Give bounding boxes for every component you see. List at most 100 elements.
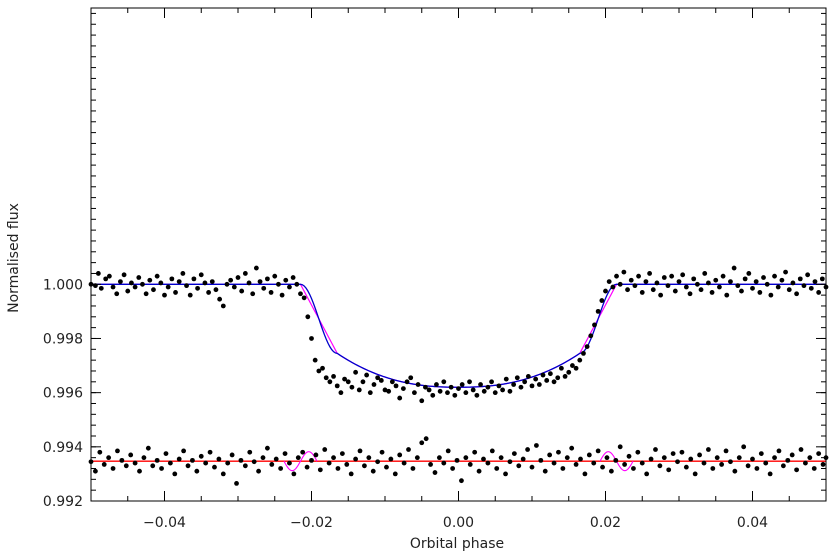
data-point	[393, 383, 399, 389]
data-point	[562, 374, 568, 379]
data-point	[229, 452, 235, 458]
data-point	[206, 290, 212, 295]
data-point	[224, 281, 230, 287]
data-point	[736, 455, 742, 461]
x-tick-label: 0.00	[443, 515, 474, 531]
data-point	[437, 388, 443, 394]
data-point	[613, 457, 619, 463]
data-point	[384, 464, 389, 470]
data-point	[665, 283, 671, 289]
data-point	[283, 277, 289, 283]
data-point	[353, 369, 358, 375]
data-point	[234, 480, 239, 486]
data-point	[639, 460, 645, 466]
data-point	[316, 368, 322, 374]
data-point	[212, 464, 217, 470]
data-point	[626, 453, 632, 459]
data-point	[772, 273, 777, 279]
data-point	[423, 436, 429, 442]
data-point	[794, 291, 799, 297]
data-point	[643, 279, 649, 284]
data-point	[485, 384, 491, 390]
data-point	[675, 459, 680, 465]
data-point	[250, 291, 256, 297]
data-point	[123, 463, 129, 469]
data-point	[742, 276, 748, 282]
data-point	[260, 455, 266, 461]
data-point	[720, 273, 726, 279]
data-point	[582, 471, 588, 477]
data-point	[750, 285, 755, 291]
data-point	[426, 387, 432, 393]
data-point	[459, 478, 464, 484]
data-point	[322, 447, 328, 452]
data-point	[392, 471, 398, 477]
data-point	[767, 471, 773, 477]
data-point	[500, 387, 505, 393]
data-point	[185, 463, 191, 469]
data-point	[807, 455, 813, 461]
data-point	[452, 392, 458, 398]
data-point	[785, 457, 791, 463]
data-point	[278, 466, 284, 471]
data-point	[397, 395, 403, 401]
data-point	[338, 390, 344, 396]
data-point	[547, 371, 553, 377]
series-layer	[88, 265, 829, 486]
data-point	[476, 468, 482, 474]
data-point	[754, 466, 760, 471]
data-point	[404, 379, 410, 385]
data-point	[410, 466, 416, 471]
data-point	[295, 455, 301, 461]
data-point	[783, 269, 788, 275]
data-point	[551, 379, 557, 385]
data-point	[167, 460, 173, 466]
data-point	[717, 284, 722, 290]
data-point	[136, 275, 142, 280]
data-point	[176, 279, 182, 284]
data-point	[758, 451, 764, 456]
data-point	[621, 269, 627, 275]
data-point	[586, 452, 592, 458]
data-point	[370, 468, 376, 474]
data-point	[217, 296, 223, 302]
y-tick-label: 0.998	[43, 331, 83, 347]
data-point	[808, 285, 814, 291]
data-point	[775, 284, 781, 290]
data-point	[617, 281, 623, 287]
data-point	[540, 372, 546, 378]
data-point	[423, 384, 428, 390]
data-point	[603, 288, 608, 294]
y-tick-label: 0.996	[43, 386, 83, 402]
data-point	[445, 448, 451, 454]
data-point	[741, 444, 747, 450]
data-point	[569, 445, 575, 451]
data-point	[98, 285, 104, 291]
data-point	[745, 463, 751, 469]
data-point	[555, 375, 561, 381]
data-point	[344, 462, 350, 467]
data-point	[578, 456, 583, 462]
data-point	[625, 287, 630, 293]
data-point	[631, 466, 636, 471]
data-point	[636, 273, 641, 279]
data-point	[290, 275, 296, 280]
data-point	[713, 277, 719, 283]
data-point	[371, 382, 377, 387]
data-point	[463, 390, 469, 396]
data-point	[389, 379, 395, 385]
data-point	[786, 287, 792, 293]
data-point	[327, 379, 333, 385]
data-point	[595, 448, 601, 454]
data-point	[617, 444, 623, 450]
data-point	[261, 285, 267, 291]
data-point	[401, 460, 407, 466]
data-point	[388, 456, 394, 462]
data-point	[362, 463, 367, 469]
data-point	[776, 448, 782, 454]
y-tick-label: 0.992	[43, 494, 83, 510]
data-point	[779, 277, 785, 283]
data-point	[110, 284, 116, 290]
data-point	[207, 449, 213, 455]
data-point	[154, 273, 160, 279]
